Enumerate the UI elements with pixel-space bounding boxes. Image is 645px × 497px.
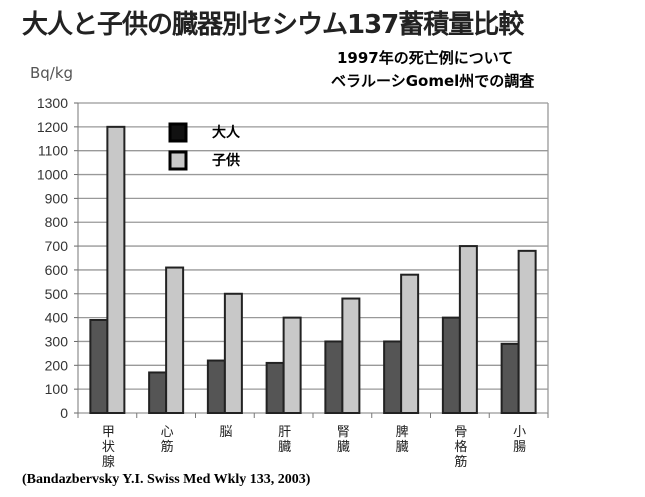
bar-子供-脾臓 [400,273,420,415]
x-tick-label: 骨格筋 [454,425,467,470]
y-tick-label: 1300 [37,95,68,111]
x-tick-label: 腎臓 [337,425,350,455]
y-tick-label: 800 [45,214,69,230]
x-tick-label: 甲状腺 [102,425,115,470]
y-tick-label: 400 [45,310,69,326]
x-tick-label: 脾臓 [396,425,409,455]
y-tick-label: 200 [45,357,69,373]
subtitle-line-1: 1997年の死亡例について [337,49,514,67]
y-axis-label: Bq/kg [30,64,74,82]
bar-子供-甲状腺 [106,125,126,414]
bar-大人-肝臓 [265,361,285,414]
bar-子供-小腸 [517,249,537,414]
y-tick-label: 500 [45,286,69,302]
y-tick-label: 600 [45,262,69,278]
y-tick-label: 700 [45,238,69,254]
bar-子供-脳 [223,292,243,414]
bar-子供-肝臓 [282,316,302,414]
bar-大人-心筋 [148,371,168,415]
x-tick-label: 心筋 [161,425,174,455]
bar-子供-心筋 [165,266,185,414]
x-tick-label: 小腸 [513,425,526,455]
y-tick-label: 1100 [38,143,68,159]
bar-大人-脳 [206,359,226,414]
legend-swatch [168,150,188,171]
bar-大人-腎臓 [324,340,344,415]
y-tick-label: 1000 [37,167,68,183]
bar-大人-甲状腺 [89,319,109,414]
legend-label: 子供 [212,152,240,169]
bar-子供-骨格筋 [458,245,478,414]
x-tick-label: 脳 [219,425,232,440]
bar-子供-腎臓 [341,297,361,414]
y-tick-label: 1200 [37,119,68,135]
chart-title: 大人と子供の臓器別セシウム137蓄積量比較 [22,10,524,40]
citation: (Bandazbervsky Y.I. Swiss Med Wkly 133, … [22,472,311,487]
x-tick-label: 肝臓 [278,425,291,455]
y-tick-label: 900 [45,190,69,206]
bar-大人-小腸 [500,342,520,415]
bar-大人-脾臓 [383,340,403,415]
subtitle-line-2: ベラルーシGomel州での調査 [331,72,535,90]
y-tick-label: 100 [45,381,69,397]
y-tick-label: 300 [45,333,69,349]
legend-label: 大人 [212,124,241,141]
y-tick-label: 0 [60,405,68,421]
legend-swatch [168,122,188,143]
bar-大人-骨格筋 [441,316,461,414]
